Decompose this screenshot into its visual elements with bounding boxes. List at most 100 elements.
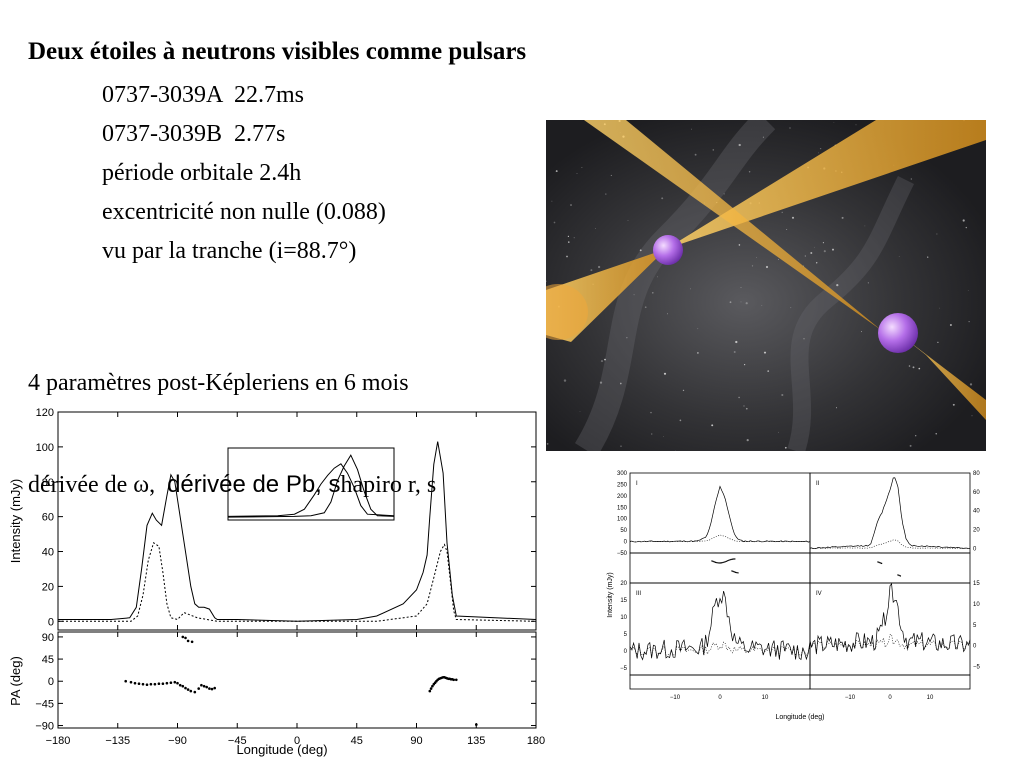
pa-point (145, 683, 149, 686)
single-pulse-left-tick-label: 10 (620, 615, 627, 621)
panel-III-frame (629, 582, 811, 676)
pa-fragment (897, 574, 899, 576)
pa-fragment (734, 571, 737, 574)
subpanel-label: II (816, 481, 820, 487)
background-star (651, 291, 654, 294)
background-star (551, 200, 553, 202)
background-star (644, 306, 647, 309)
inset-profile-line-1 (227, 463, 395, 517)
pa-fragment (711, 560, 713, 562)
intensity-y-tick-label: 100 (36, 442, 54, 454)
pa-point (165, 681, 169, 685)
pa-point (124, 679, 127, 683)
background-star (738, 143, 741, 147)
fact-eccentricity: excentricité non nulle (0.088) (102, 199, 386, 225)
pa-fragment (719, 562, 722, 564)
single-pulse-right-tick-label: 0 (973, 644, 977, 650)
inset-frame (227, 447, 395, 521)
pa-axis-label: PA (deg) (8, 656, 23, 706)
background-star (712, 149, 715, 151)
single-pulse-left-tick-label: 20 (620, 581, 627, 587)
background-star (566, 255, 568, 258)
background-star (740, 287, 742, 288)
pa-fragment (899, 575, 902, 577)
background-star (573, 237, 575, 239)
background-star (733, 351, 736, 353)
background-star (650, 411, 652, 414)
single-pulse-x-tick-label: −10 (845, 695, 856, 701)
background-star (745, 302, 748, 305)
pa-point (149, 682, 153, 686)
background-star (711, 424, 714, 427)
background-star (555, 170, 558, 173)
params-shapiro: hapiro r, s (340, 472, 437, 498)
pa-fragment (722, 561, 724, 564)
longitude-x-tick-label: −180 (46, 735, 71, 747)
single-pulse-left-tick-label: 50 (620, 528, 627, 534)
background-star (595, 228, 596, 229)
longitude-x-tick-label: 135 (467, 735, 485, 747)
single-pulse-right-tick-label: 5 (973, 623, 977, 629)
intensity-axis-label: Intensity (mJy) (8, 479, 23, 564)
background-star (570, 204, 572, 206)
pulsar-a-beam-upper (666, 120, 986, 249)
pa-y-tick-label: 0 (48, 676, 54, 688)
background-star (746, 439, 749, 442)
pa-point (181, 684, 185, 688)
single-pulse-left-tick-label: 200 (617, 494, 628, 500)
background-star (546, 443, 549, 445)
background-star (738, 244, 741, 246)
intensity-y-tick-label: 80 (42, 477, 54, 489)
pa-fragment (728, 559, 730, 561)
background-star (581, 167, 583, 169)
pa-fragment (734, 558, 736, 560)
linear-polarization-line (58, 542, 537, 622)
background-star (908, 365, 911, 367)
longitude-x-tick-label: 0 (294, 735, 300, 747)
background-star (937, 341, 939, 344)
single-pulse-left-tick-label: 150 (617, 505, 628, 511)
single-pulse-left-tick-label: 15 (620, 598, 627, 604)
single-pulse-right-tick-label: 60 (973, 490, 980, 496)
pa-point (210, 687, 214, 691)
background-star (918, 367, 921, 370)
pa-fragment (718, 562, 720, 564)
background-star (898, 256, 900, 257)
background-star (822, 242, 824, 244)
panel-I-frame (629, 472, 811, 554)
background-star (762, 136, 764, 138)
pa-point (213, 686, 216, 690)
double-pulsar-artwork (546, 120, 986, 451)
single-pulse-x-tick-label: 10 (762, 695, 769, 701)
params-line-1: 4 paramètres post-Képleriens en 6 mois (28, 370, 409, 396)
params-line-2: dérivée de ω, dérivée de Pb, shapiro r, … (28, 468, 436, 502)
pa-point (190, 640, 194, 644)
background-star (610, 174, 612, 176)
pulse-III-line (629, 591, 811, 661)
background-star (909, 444, 912, 447)
background-star (810, 252, 813, 254)
background-star (823, 250, 826, 253)
fact-inclination: vu par la tranche (i=88.7°) (102, 238, 357, 264)
background-star (748, 171, 751, 173)
background-star (965, 226, 967, 229)
single-pulse-right-tick-label: −5 (973, 665, 981, 671)
background-star (818, 152, 819, 154)
panel-IV-frame (809, 582, 971, 676)
pa-plot-frame (57, 631, 537, 729)
background-star (971, 415, 973, 417)
background-star (546, 280, 547, 283)
background-star (763, 351, 767, 354)
pa-point (186, 688, 190, 691)
pa-point (189, 689, 193, 693)
pa-fragment (736, 571, 738, 574)
pa-fragment (879, 562, 882, 564)
background-star (723, 193, 725, 195)
background-star (568, 241, 570, 243)
single-pulse-x-tick-label: 0 (718, 695, 722, 701)
background-star (939, 307, 940, 309)
background-star (675, 450, 676, 451)
inset-profile-line-2 (227, 454, 395, 518)
pa-fragment (714, 561, 717, 564)
background-star (777, 259, 779, 260)
